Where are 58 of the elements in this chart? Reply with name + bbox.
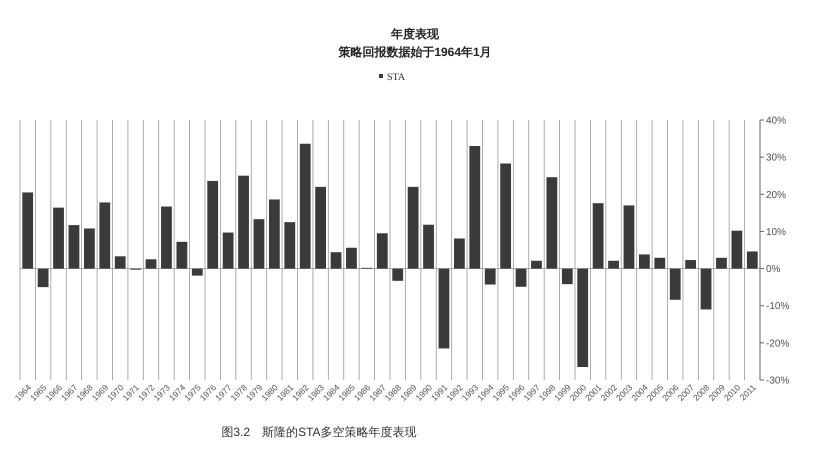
y-tick-label: 40% (766, 116, 786, 126)
bar (500, 163, 512, 269)
bar (268, 199, 280, 269)
bar (484, 268, 496, 285)
bar (176, 242, 188, 269)
bar (577, 268, 588, 367)
bar (376, 233, 388, 269)
bar (469, 146, 480, 269)
y-tick-label: -30% (766, 376, 790, 386)
y-tick-label: -10% (766, 301, 790, 312)
bar (192, 268, 203, 276)
bar (315, 186, 326, 269)
bar (22, 192, 34, 269)
bar (516, 268, 526, 287)
y-tick-label: 20% (766, 190, 786, 201)
bar (146, 259, 156, 269)
bar (284, 222, 296, 269)
y-tick-label: 0% (766, 264, 781, 276)
chart-title: 年度表现 (390, 27, 440, 41)
bar (38, 268, 49, 288)
bar (685, 260, 696, 269)
bar (346, 248, 357, 269)
legend-label: STA (387, 72, 406, 83)
bar (408, 186, 419, 269)
y-tick-label: -20% (766, 338, 790, 350)
bar (592, 203, 604, 269)
bar (746, 251, 758, 269)
bar (114, 256, 126, 269)
bar (254, 219, 264, 269)
bar (222, 232, 234, 269)
bar (546, 177, 558, 269)
bar (207, 180, 218, 269)
bar (84, 228, 95, 269)
bar (423, 224, 434, 269)
bar (53, 208, 64, 269)
bar (438, 268, 450, 348)
chart-subtitle: 策略回报数据始于1964年1月 (337, 45, 492, 59)
bar (161, 206, 172, 269)
bar (670, 268, 681, 300)
bar (330, 252, 342, 269)
bar (454, 238, 465, 269)
caption: 图3.2 斯隆的STA多空策略年度表现 (221, 425, 417, 439)
bar (68, 225, 80, 269)
bar (638, 254, 650, 269)
bar (700, 268, 712, 310)
bar (238, 176, 249, 269)
bar (608, 260, 619, 269)
bar (392, 268, 404, 281)
bar (99, 202, 110, 269)
y-tick-label: 30% (766, 152, 786, 164)
bar (654, 258, 666, 269)
bar (731, 230, 742, 269)
bar (624, 205, 634, 269)
y-tick-label: 10% (766, 226, 786, 238)
bar (562, 268, 573, 284)
bar (531, 260, 542, 269)
bar (716, 258, 727, 269)
bar (300, 144, 311, 269)
